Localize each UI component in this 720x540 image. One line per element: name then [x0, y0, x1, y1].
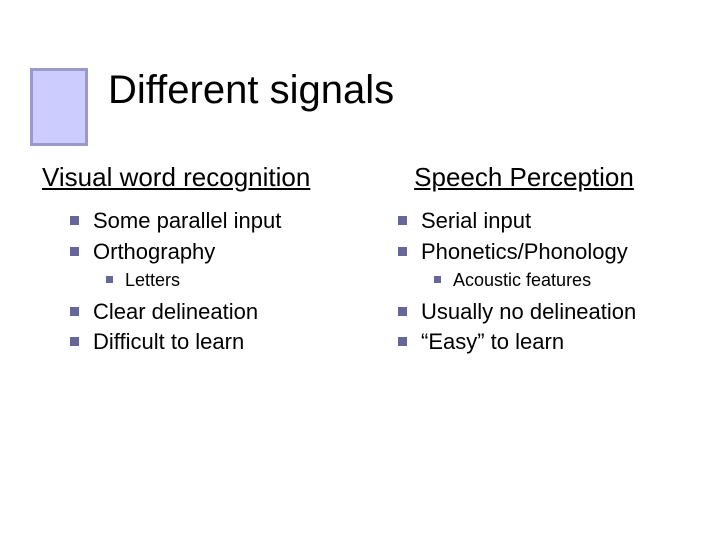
list-item: Orthography — [70, 238, 350, 266]
bullet-text: “Easy” to learn — [421, 328, 564, 356]
square-bullet-icon — [70, 337, 79, 346]
bullet-text: Serial input — [421, 207, 531, 235]
left-sub-list: Letters — [70, 269, 350, 292]
right-column: Speech Perception Serial input Phonetics… — [370, 162, 678, 359]
list-item: Difficult to learn — [70, 328, 350, 356]
bullet-text: Orthography — [93, 238, 215, 266]
columns: Visual word recognition Some parallel in… — [42, 162, 678, 359]
sub-list-item: Letters — [106, 269, 350, 292]
list-item: Serial input — [398, 207, 678, 235]
square-bullet-icon — [398, 307, 407, 316]
right-sub-list: Acoustic features — [398, 269, 678, 292]
square-bullet-icon — [70, 307, 79, 316]
list-item: Some parallel input — [70, 207, 350, 235]
right-heading: Speech Perception — [370, 162, 678, 193]
accent-box — [30, 68, 88, 146]
slide-title: Different signals — [108, 68, 394, 113]
list-item: “Easy” to learn — [398, 328, 678, 356]
square-bullet-icon — [398, 247, 407, 256]
sub-bullet-text: Acoustic features — [453, 269, 591, 292]
square-bullet-icon — [434, 276, 441, 283]
list-item: Usually no delineation — [398, 298, 678, 326]
list-item: Phonetics/Phonology — [398, 238, 678, 266]
square-bullet-icon — [70, 247, 79, 256]
bullet-text: Difficult to learn — [93, 328, 244, 356]
bullet-text: Usually no delineation — [421, 298, 636, 326]
square-bullet-icon — [70, 216, 79, 225]
square-bullet-icon — [398, 216, 407, 225]
sub-list-item: Acoustic features — [434, 269, 678, 292]
right-bullet-list: Serial input Phonetics/Phonology Acousti… — [370, 207, 678, 356]
bullet-text: Phonetics/Phonology — [421, 238, 628, 266]
bullet-text: Clear delineation — [93, 298, 258, 326]
bullet-text: Some parallel input — [93, 207, 281, 235]
sub-bullet-text: Letters — [125, 269, 180, 292]
square-bullet-icon — [398, 337, 407, 346]
left-column: Visual word recognition Some parallel in… — [42, 162, 350, 359]
square-bullet-icon — [106, 276, 113, 283]
list-item: Clear delineation — [70, 298, 350, 326]
left-bullet-list: Some parallel input Orthography Letters … — [42, 207, 350, 356]
left-heading: Visual word recognition — [42, 162, 350, 193]
